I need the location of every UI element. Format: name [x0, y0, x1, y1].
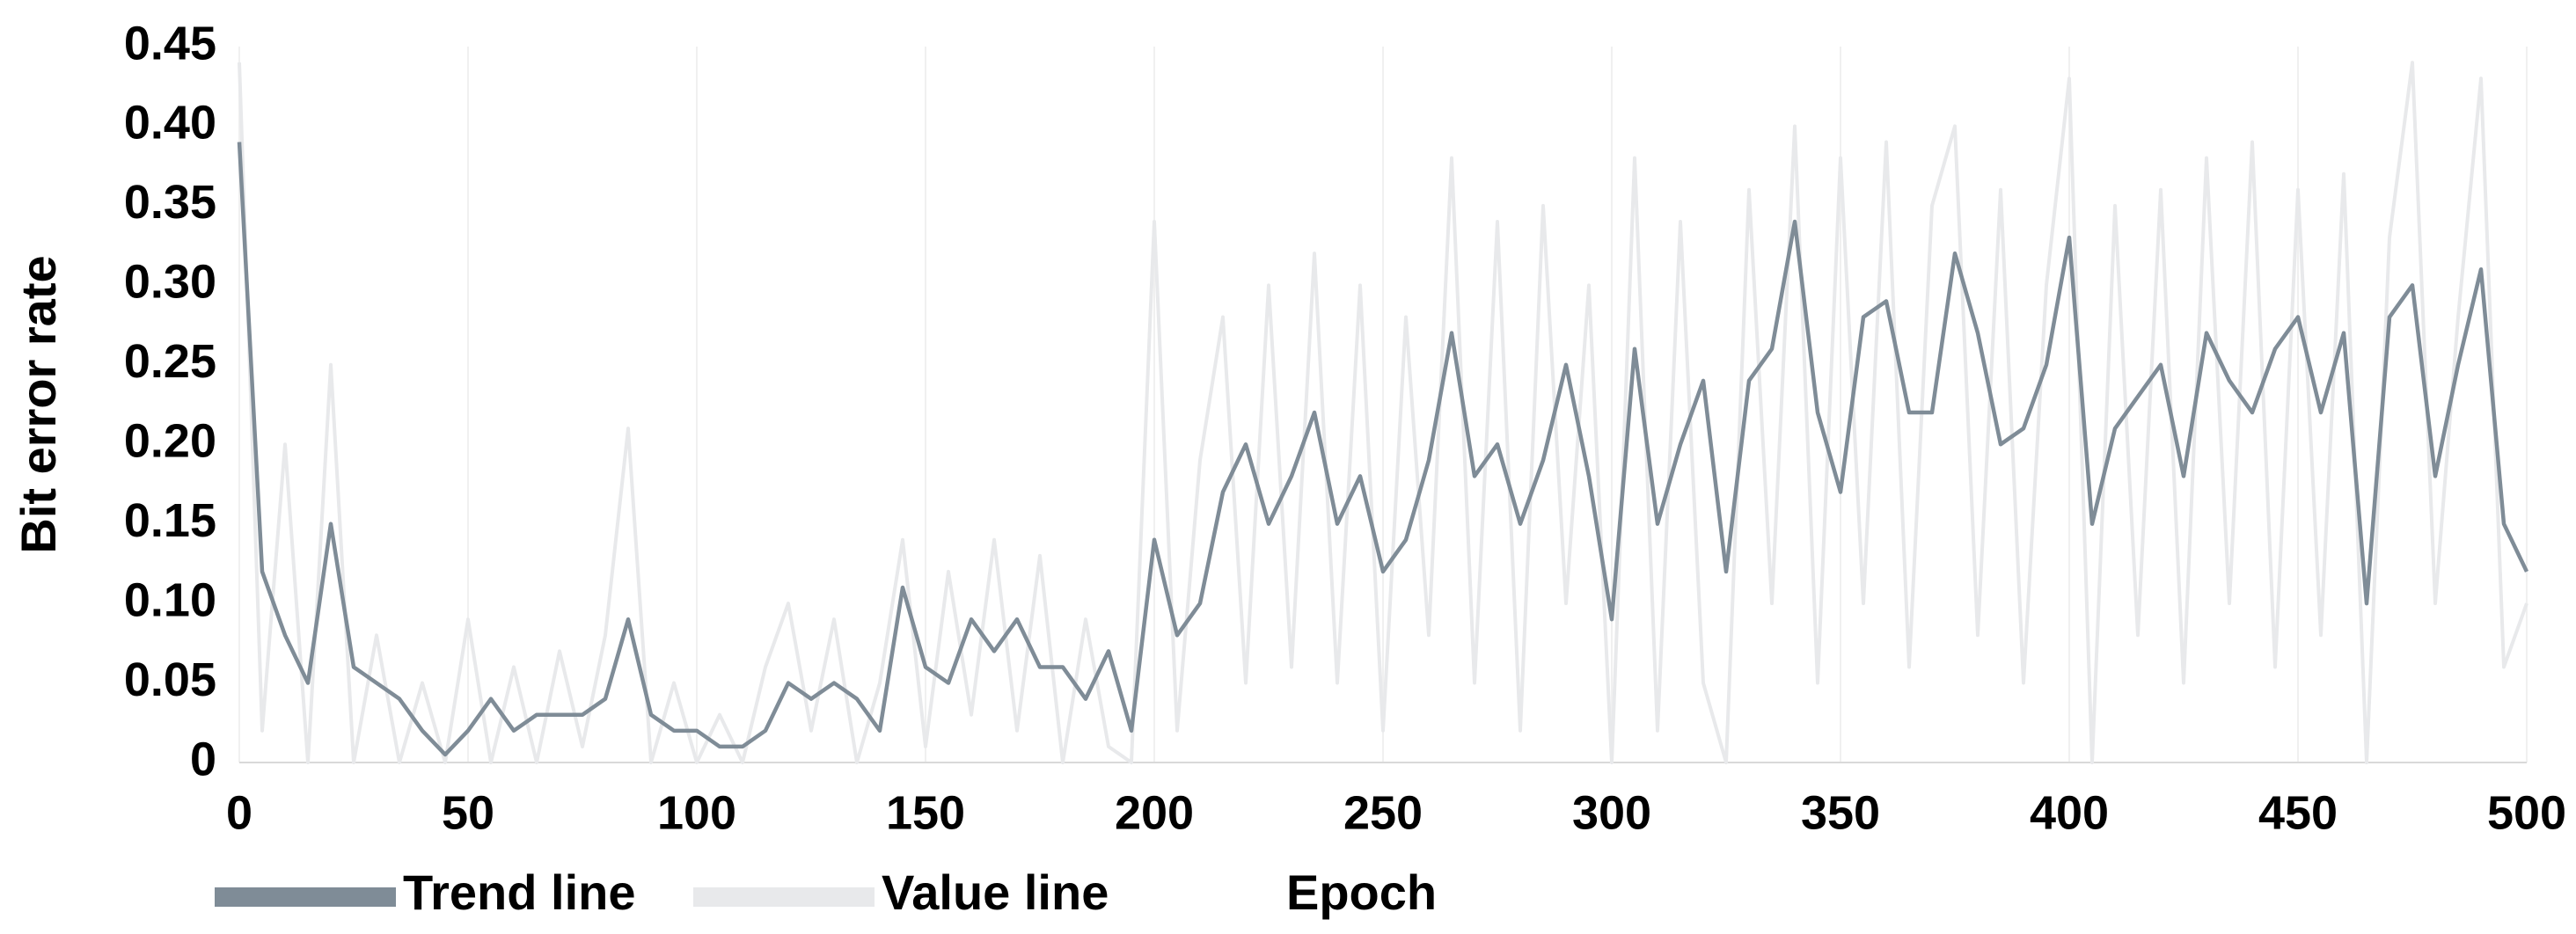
x-tick-label: 500: [2487, 786, 2566, 839]
legend-label: Value line: [882, 865, 1109, 920]
x-tick-label: 100: [657, 786, 736, 839]
legend-label: Trend line: [403, 865, 636, 920]
x-tick-label: 300: [1572, 786, 1651, 839]
y-tick-label: 0.35: [124, 176, 216, 229]
legend-swatch: [693, 887, 875, 907]
x-tick-label: 0: [226, 786, 252, 839]
y-tick-label: 0.20: [124, 414, 216, 467]
legend-swatch: [215, 887, 396, 907]
x-tick-label: 200: [1115, 786, 1194, 839]
y-tick-label: 0.40: [124, 97, 216, 150]
y-tick-label: 0.10: [124, 573, 216, 626]
x-tick-label: 450: [2258, 786, 2338, 839]
x-tick-label: 400: [2030, 786, 2109, 839]
y-tick-label: 0.30: [124, 256, 216, 309]
y-tick-label: 0: [190, 733, 216, 785]
y-axis-title: Bit error rate: [11, 255, 66, 553]
x-axis-title: Epoch: [1286, 865, 1437, 920]
data-line: [237, 142, 2529, 757]
y-tick-label: 0.05: [124, 653, 216, 706]
y-tick-label: 0.15: [124, 494, 216, 547]
y-tick-label: 0.45: [124, 17, 216, 69]
x-tick-label: 350: [1801, 786, 1880, 839]
x-tick-label: 250: [1343, 786, 1423, 839]
x-tick-label: 150: [886, 786, 965, 839]
data-line: [238, 61, 2528, 764]
y-tick-label: 0.25: [124, 335, 216, 388]
x-tick-label: 50: [442, 786, 494, 839]
